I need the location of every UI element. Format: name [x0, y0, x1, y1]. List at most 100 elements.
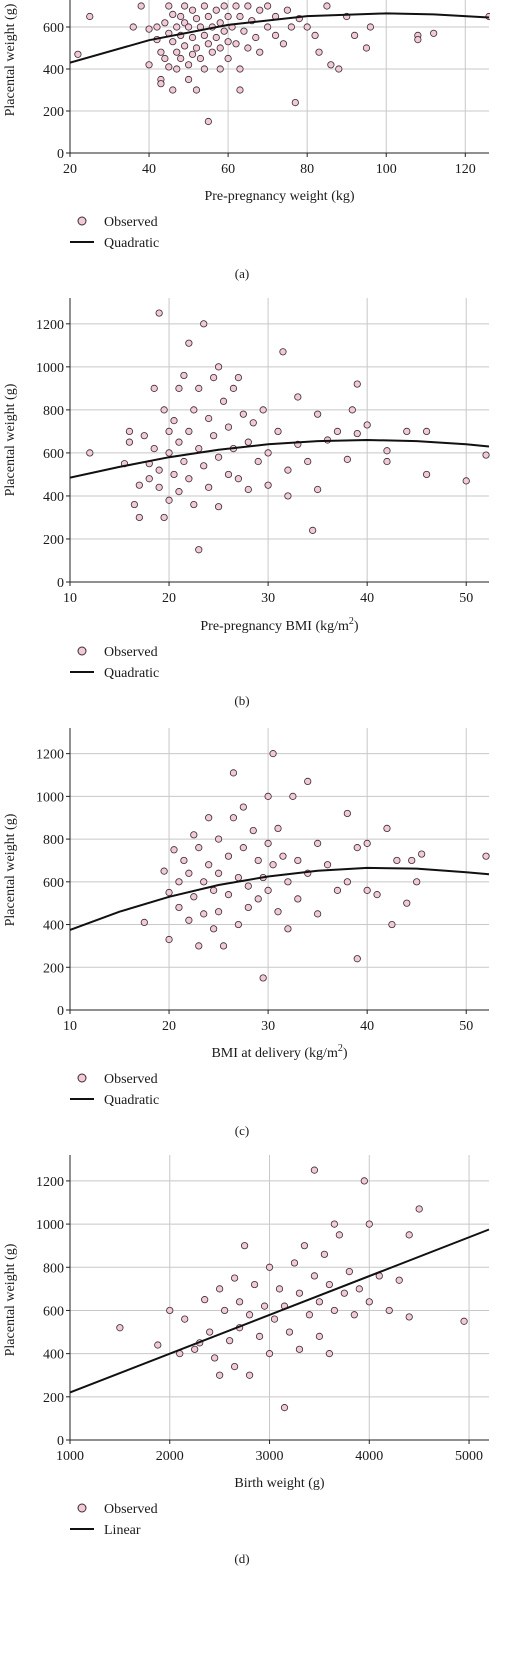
data-point [280, 1404, 289, 1412]
x-tick-label: 30 [261, 1019, 275, 1034]
data-point [353, 429, 361, 438]
legend-observed-marker [77, 216, 87, 226]
data-point [135, 481, 143, 489]
data-point [200, 31, 208, 40]
data-point [270, 1315, 279, 1323]
data-point [325, 1350, 333, 1358]
data-point [482, 852, 490, 860]
x-axis-label-text: Pre-pregnancy BMI (kg/m [200, 619, 349, 634]
data-point [157, 80, 165, 88]
data-point [224, 852, 233, 860]
data-point [140, 918, 148, 927]
y-tick-label: 800 [43, 1261, 64, 1276]
data-point [315, 1332, 324, 1340]
data-point [353, 955, 361, 963]
data-point [205, 483, 213, 491]
legend-fit-label: Quadratic [104, 236, 159, 251]
data-point [200, 65, 208, 73]
data-point [155, 309, 163, 317]
data-point [260, 1302, 269, 1310]
data-point [137, 2, 145, 10]
x-axis-label-close: ) [354, 619, 359, 634]
data-point [283, 6, 292, 14]
data-point [422, 470, 431, 479]
data-point [125, 438, 134, 446]
data-point [116, 1324, 124, 1332]
data-point [166, 1306, 174, 1315]
data-point [383, 457, 391, 466]
data-point [355, 1285, 363, 1293]
data-point [320, 1250, 328, 1258]
data-point [269, 861, 277, 869]
y-axis-label: Placental weight (g) [3, 1243, 18, 1356]
y-tick-label: 0 [57, 147, 64, 162]
y-tick-label: 0 [57, 1004, 64, 1019]
data-point [195, 844, 203, 852]
y-tick-label: 200 [43, 533, 64, 548]
data-point [405, 1313, 413, 1321]
data-point [254, 895, 262, 903]
data-point [345, 1267, 353, 1276]
y-tick-label: 200 [43, 1391, 64, 1406]
data-point [165, 63, 173, 71]
data-point [366, 23, 375, 31]
data-point [165, 496, 173, 504]
data-point [333, 886, 342, 894]
data-point [414, 35, 422, 44]
y-tick-label: 400 [43, 490, 64, 505]
data-point [275, 1285, 284, 1293]
data-point [314, 410, 322, 418]
data-point [235, 1298, 244, 1306]
data-point [145, 25, 153, 33]
legend-observed-label: Observed [104, 1072, 158, 1087]
data-point [310, 1166, 319, 1174]
data-point [269, 750, 277, 758]
data-point [175, 488, 183, 496]
data-point [385, 1306, 393, 1315]
data-point [145, 475, 153, 483]
data-point [264, 839, 272, 847]
data-point [351, 31, 359, 40]
x-tick-label: 20 [162, 1019, 176, 1034]
data-point [214, 835, 223, 843]
y-tick-label: 800 [43, 404, 64, 419]
data-point [279, 852, 287, 860]
observed-points [74, 2, 490, 126]
data-point [256, 6, 264, 14]
data-point [234, 920, 242, 929]
data-point [245, 1371, 254, 1379]
data-point [135, 513, 143, 522]
data-point [405, 1231, 413, 1239]
data-point [363, 886, 371, 894]
data-point [204, 117, 212, 126]
data-point [304, 777, 312, 786]
data-point [195, 445, 203, 453]
data-point [350, 1311, 358, 1319]
data-point [305, 1311, 314, 1319]
data-point [210, 432, 218, 440]
legend-fit-label: Quadratic [104, 666, 159, 681]
y-tick-label: 400 [43, 919, 64, 934]
data-point [165, 427, 173, 435]
data-point [254, 856, 262, 865]
data-point [295, 1345, 304, 1353]
data-point [265, 1350, 274, 1358]
data-point [74, 50, 82, 58]
data-point [259, 406, 267, 414]
y-tick-label: 1000 [36, 1218, 64, 1233]
data-point [226, 1337, 234, 1345]
data-point [264, 792, 272, 800]
data-point [303, 23, 311, 31]
data-point [462, 477, 470, 485]
data-point [214, 363, 223, 371]
data-point [219, 397, 228, 405]
data-point [190, 500, 198, 509]
data-point [373, 891, 381, 899]
data-point [195, 384, 203, 392]
data-point [170, 417, 178, 425]
data-point [196, 54, 205, 63]
data-point [330, 1306, 338, 1315]
data-point [365, 1220, 373, 1228]
data-point [250, 1280, 259, 1289]
data-point [200, 2, 208, 10]
